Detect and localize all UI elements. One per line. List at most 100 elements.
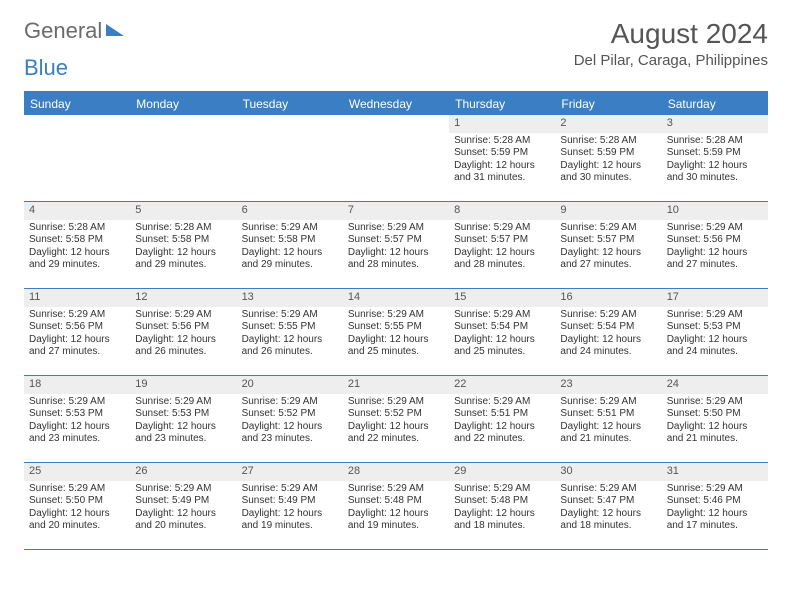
dow-sunday: Sunday [24,93,130,115]
sunset-text: Sunset: 5:54 PM [454,321,550,334]
day-number: 26 [130,463,236,481]
sunrise-text: Sunrise: 5:29 AM [348,222,444,235]
day-body: Sunrise: 5:29 AMSunset: 5:56 PMDaylight:… [24,309,130,359]
day-body: Sunrise: 5:29 AMSunset: 5:53 PMDaylight:… [662,309,768,359]
daylight-text: Daylight: 12 hours and 24 minutes. [560,334,656,359]
dow-wednesday: Wednesday [343,93,449,115]
daylight-text: Daylight: 12 hours and 22 minutes. [348,421,444,446]
daylight-text: Daylight: 12 hours and 30 minutes. [560,160,656,185]
sunrise-text: Sunrise: 5:28 AM [454,135,550,148]
sunset-text: Sunset: 5:48 PM [454,495,550,508]
sunset-text: Sunset: 5:59 PM [560,147,656,160]
sunset-text: Sunset: 5:51 PM [560,408,656,421]
sunrise-text: Sunrise: 5:29 AM [348,396,444,409]
sunrise-text: Sunrise: 5:29 AM [242,396,338,409]
day-cell: 19Sunrise: 5:29 AMSunset: 5:53 PMDayligh… [130,376,236,462]
day-body: Sunrise: 5:29 AMSunset: 5:47 PMDaylight:… [555,483,661,533]
sunset-text: Sunset: 5:58 PM [135,234,231,247]
day-number: 15 [449,289,555,307]
day-cell: 17 Sunrise: 5:29 AMSunset: 5:53 PMDayligh… [662,289,768,375]
day-cell: 27 Sunrise: 5:29 AMSunset: 5:49 PMDayligh… [237,463,343,549]
day-body: Sunrise: 5:29 AMSunset: 5:57 PMDaylight:… [343,222,449,272]
sunrise-text: Sunrise: 5:28 AM [560,135,656,148]
day-cell: 28Sunrise: 5:29 AMSunset: 5:48 PMDayligh… [343,463,449,549]
day-body: Sunrise: 5:29 AMSunset: 5:55 PMDaylight:… [343,309,449,359]
day-body: Sunrise: 5:28 AMSunset: 5:59 PMDaylight:… [449,135,555,185]
day-body: Sunrise: 5:29 AMSunset: 5:51 PMDaylight:… [555,396,661,446]
day-number: 20 [237,376,343,394]
day-cell: 25Sunrise: 5:29 AMSunset: 5:50 PMDayligh… [24,463,130,549]
sunrise-text: Sunrise: 5:29 AM [454,483,550,496]
sunrise-text: Sunrise: 5:29 AM [667,483,763,496]
day-number: 11 [24,289,130,307]
week-row: 4Sunrise: 5:28 AMSunset: 5:58 PMDaylight… [24,202,768,289]
day-number: 31 [662,463,768,481]
dow-row: Sunday Monday Tuesday Wednesday Thursday… [24,93,768,115]
sunrise-text: Sunrise: 5:29 AM [135,309,231,322]
calendar: Sunday Monday Tuesday Wednesday Thursday… [24,91,768,550]
sunset-text: Sunset: 5:56 PM [667,234,763,247]
day-cell: 8Sunrise: 5:29 AMSunset: 5:57 PMDaylight… [449,202,555,288]
daylight-text: Daylight: 12 hours and 23 minutes. [29,421,125,446]
day-number: 8 [449,202,555,220]
day-number: 7 [343,202,449,220]
day-number: 25 [24,463,130,481]
day-body: Sunrise: 5:29 AMSunset: 5:49 PMDaylight:… [237,483,343,533]
daylight-text: Daylight: 12 hours and 27 minutes. [29,334,125,359]
day-body: Sunrise: 5:29 AMSunset: 5:54 PMDaylight:… [449,309,555,359]
day-cell: 22 Sunrise: 5:29 AMSunset: 5:51 PMDayligh… [449,376,555,462]
sunrise-text: Sunrise: 5:29 AM [454,222,550,235]
day-number: 22 [449,376,555,394]
daylight-text: Daylight: 12 hours and 29 minutes. [242,247,338,272]
daylight-text: Daylight: 12 hours and 31 minutes. [454,160,550,185]
sunset-text: Sunset: 5:55 PM [242,321,338,334]
sunrise-text: Sunrise: 5:29 AM [135,483,231,496]
daylight-text: Daylight: 12 hours and 19 minutes. [348,508,444,533]
sunset-text: Sunset: 5:53 PM [667,321,763,334]
day-body: Sunrise: 5:29 AMSunset: 5:50 PMDaylight:… [662,396,768,446]
dow-thursday: Thursday [449,93,555,115]
day-number: 3 [662,115,768,133]
daylight-text: Daylight: 12 hours and 23 minutes. [135,421,231,446]
day-number: 14 [343,289,449,307]
day-number: 16 [555,289,661,307]
day-number: 28 [343,463,449,481]
sunrise-text: Sunrise: 5:28 AM [135,222,231,235]
calendar-page: General August 2024 Del Pilar, Caraga, P… [0,0,792,568]
daylight-text: Daylight: 12 hours and 28 minutes. [454,247,550,272]
day-body: Sunrise: 5:28 AMSunset: 5:58 PMDaylight:… [130,222,236,272]
sunrise-text: Sunrise: 5:29 AM [560,396,656,409]
day-number: 9 [555,202,661,220]
daylight-text: Daylight: 12 hours and 21 minutes. [560,421,656,446]
sunset-text: Sunset: 5:53 PM [29,408,125,421]
sunrise-text: Sunrise: 5:29 AM [454,309,550,322]
sunset-text: Sunset: 5:57 PM [348,234,444,247]
sunrise-text: Sunrise: 5:29 AM [454,396,550,409]
day-cell: . [24,115,130,201]
sunrise-text: Sunrise: 5:29 AM [29,309,125,322]
sunset-text: Sunset: 5:56 PM [29,321,125,334]
day-cell: 12Sunrise: 5:29 AMSunset: 5:56 PMDayligh… [130,289,236,375]
day-cell: 3Sunrise: 5:28 AMSunset: 5:59 PMDaylight… [662,115,768,201]
sunrise-text: Sunrise: 5:28 AM [29,222,125,235]
day-cell: 9Sunrise: 5:29 AMSunset: 5:57 PMDaylight… [555,202,661,288]
day-body: Sunrise: 5:28 AMSunset: 5:59 PMDaylight:… [555,135,661,185]
day-number: 27 [237,463,343,481]
sunrise-text: Sunrise: 5:29 AM [560,222,656,235]
sunrise-text: Sunrise: 5:29 AM [667,396,763,409]
weeks-container: ....1Sunrise: 5:28 AMSunset: 5:59 PMDayl… [24,115,768,550]
day-body: Sunrise: 5:29 AMSunset: 5:52 PMDaylight:… [237,396,343,446]
day-cell: . [130,115,236,201]
sunset-text: Sunset: 5:58 PM [29,234,125,247]
day-number: 17 [662,289,768,307]
day-cell: 15 Sunrise: 5:29 AMSunset: 5:54 PMDayligh… [449,289,555,375]
sunset-text: Sunset: 5:48 PM [348,495,444,508]
day-body: Sunrise: 5:29 AMSunset: 5:53 PMDaylight:… [130,396,236,446]
sunset-text: Sunset: 5:57 PM [560,234,656,247]
logo-text-1: General [24,18,102,44]
sunset-text: Sunset: 5:49 PM [242,495,338,508]
day-body: Sunrise: 5:29 AMSunset: 5:58 PMDaylight:… [237,222,343,272]
day-number: 29 [449,463,555,481]
day-body: Sunrise: 5:29 AMSunset: 5:51 PMDaylight:… [449,396,555,446]
day-cell: 20 Sunrise: 5:29 AMSunset: 5:52 PMDayligh… [237,376,343,462]
